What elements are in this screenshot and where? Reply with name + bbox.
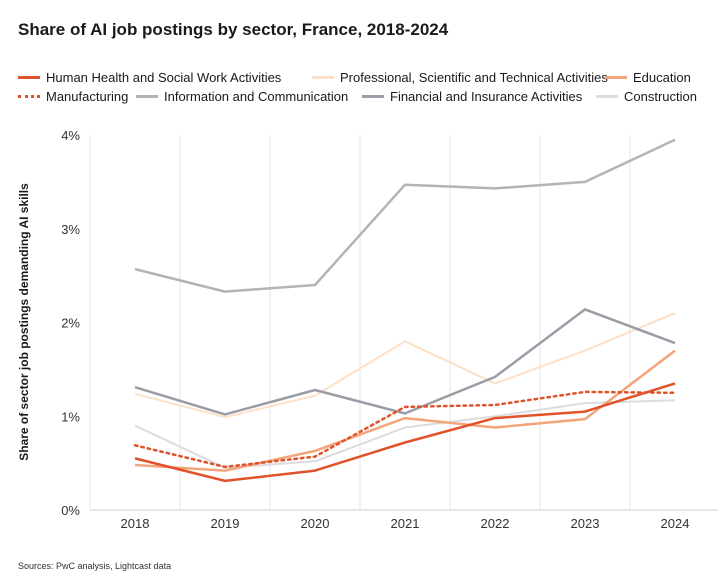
series-line-3 bbox=[133, 390, 677, 469]
legend-item-infocomm: Information and Communication bbox=[136, 89, 348, 104]
legend-label-manufacturing: Manufacturing bbox=[46, 89, 129, 104]
legend-label-professional: Professional, Scientific and Technical A… bbox=[340, 70, 608, 85]
series-line-1 bbox=[134, 312, 676, 419]
legend-label-health: Human Health and Social Work Activities bbox=[46, 70, 282, 85]
y-axis-label: Share of sector job postings demanding A… bbox=[17, 183, 31, 461]
source-note: Sources: PwC analysis, Lightcast data bbox=[18, 561, 172, 571]
x-tick-label: 2022 bbox=[481, 516, 510, 531]
legend-item-construction: Construction bbox=[596, 89, 697, 104]
series-line-0 bbox=[134, 382, 676, 483]
chart-title: Share of AI job postings by sector, Fran… bbox=[18, 20, 449, 39]
legend-label-education: Education bbox=[633, 70, 691, 85]
x-tick-label: 2021 bbox=[391, 516, 420, 531]
x-tick-label: 2019 bbox=[211, 516, 240, 531]
legend-item-manufacturing: Manufacturing bbox=[18, 89, 128, 104]
series-line-5 bbox=[134, 308, 676, 416]
legend-swatch-financial bbox=[362, 95, 384, 98]
y-tick-label: 3% bbox=[61, 222, 80, 237]
x-tick-label: 2020 bbox=[301, 516, 330, 531]
legend-item-health: Human Health and Social Work Activities bbox=[18, 70, 281, 85]
y-tick-label: 1% bbox=[61, 409, 80, 424]
legend-item-education: Education bbox=[605, 70, 691, 85]
legend-label-construction: Construction bbox=[624, 89, 697, 104]
legend-swatch-infocomm bbox=[136, 95, 158, 98]
legend-swatch-education bbox=[605, 76, 627, 79]
series-lines bbox=[133, 138, 677, 483]
legend-swatch-manufacturing bbox=[18, 95, 40, 98]
x-axis-ticks: 2018 2019 2020 2021 2022 2023 2024 bbox=[121, 516, 690, 531]
legend-label-infocomm: Information and Communication bbox=[164, 89, 349, 104]
series-line-2 bbox=[134, 349, 676, 472]
x-tick-label: 2023 bbox=[571, 516, 600, 531]
gridlines bbox=[89, 135, 718, 511]
legend-swatch-professional bbox=[312, 76, 334, 79]
legend-swatch-health bbox=[18, 76, 40, 79]
legend-item-financial: Financial and Insurance Activities bbox=[362, 89, 582, 104]
legend-swatch-construction bbox=[596, 95, 618, 98]
series-line-4 bbox=[134, 138, 676, 293]
y-axis-ticks: 0% 1% 2% 3% 4% bbox=[61, 128, 80, 518]
x-tick-label: 2024 bbox=[661, 516, 690, 531]
y-tick-label: 0% bbox=[61, 503, 80, 518]
legend-label-financial: Financial and Insurance Activities bbox=[390, 89, 583, 104]
legend-item-professional: Professional, Scientific and Technical A… bbox=[312, 70, 608, 85]
y-tick-label: 4% bbox=[61, 128, 80, 143]
y-tick-label: 2% bbox=[61, 316, 80, 331]
x-tick-label: 2018 bbox=[121, 516, 150, 531]
